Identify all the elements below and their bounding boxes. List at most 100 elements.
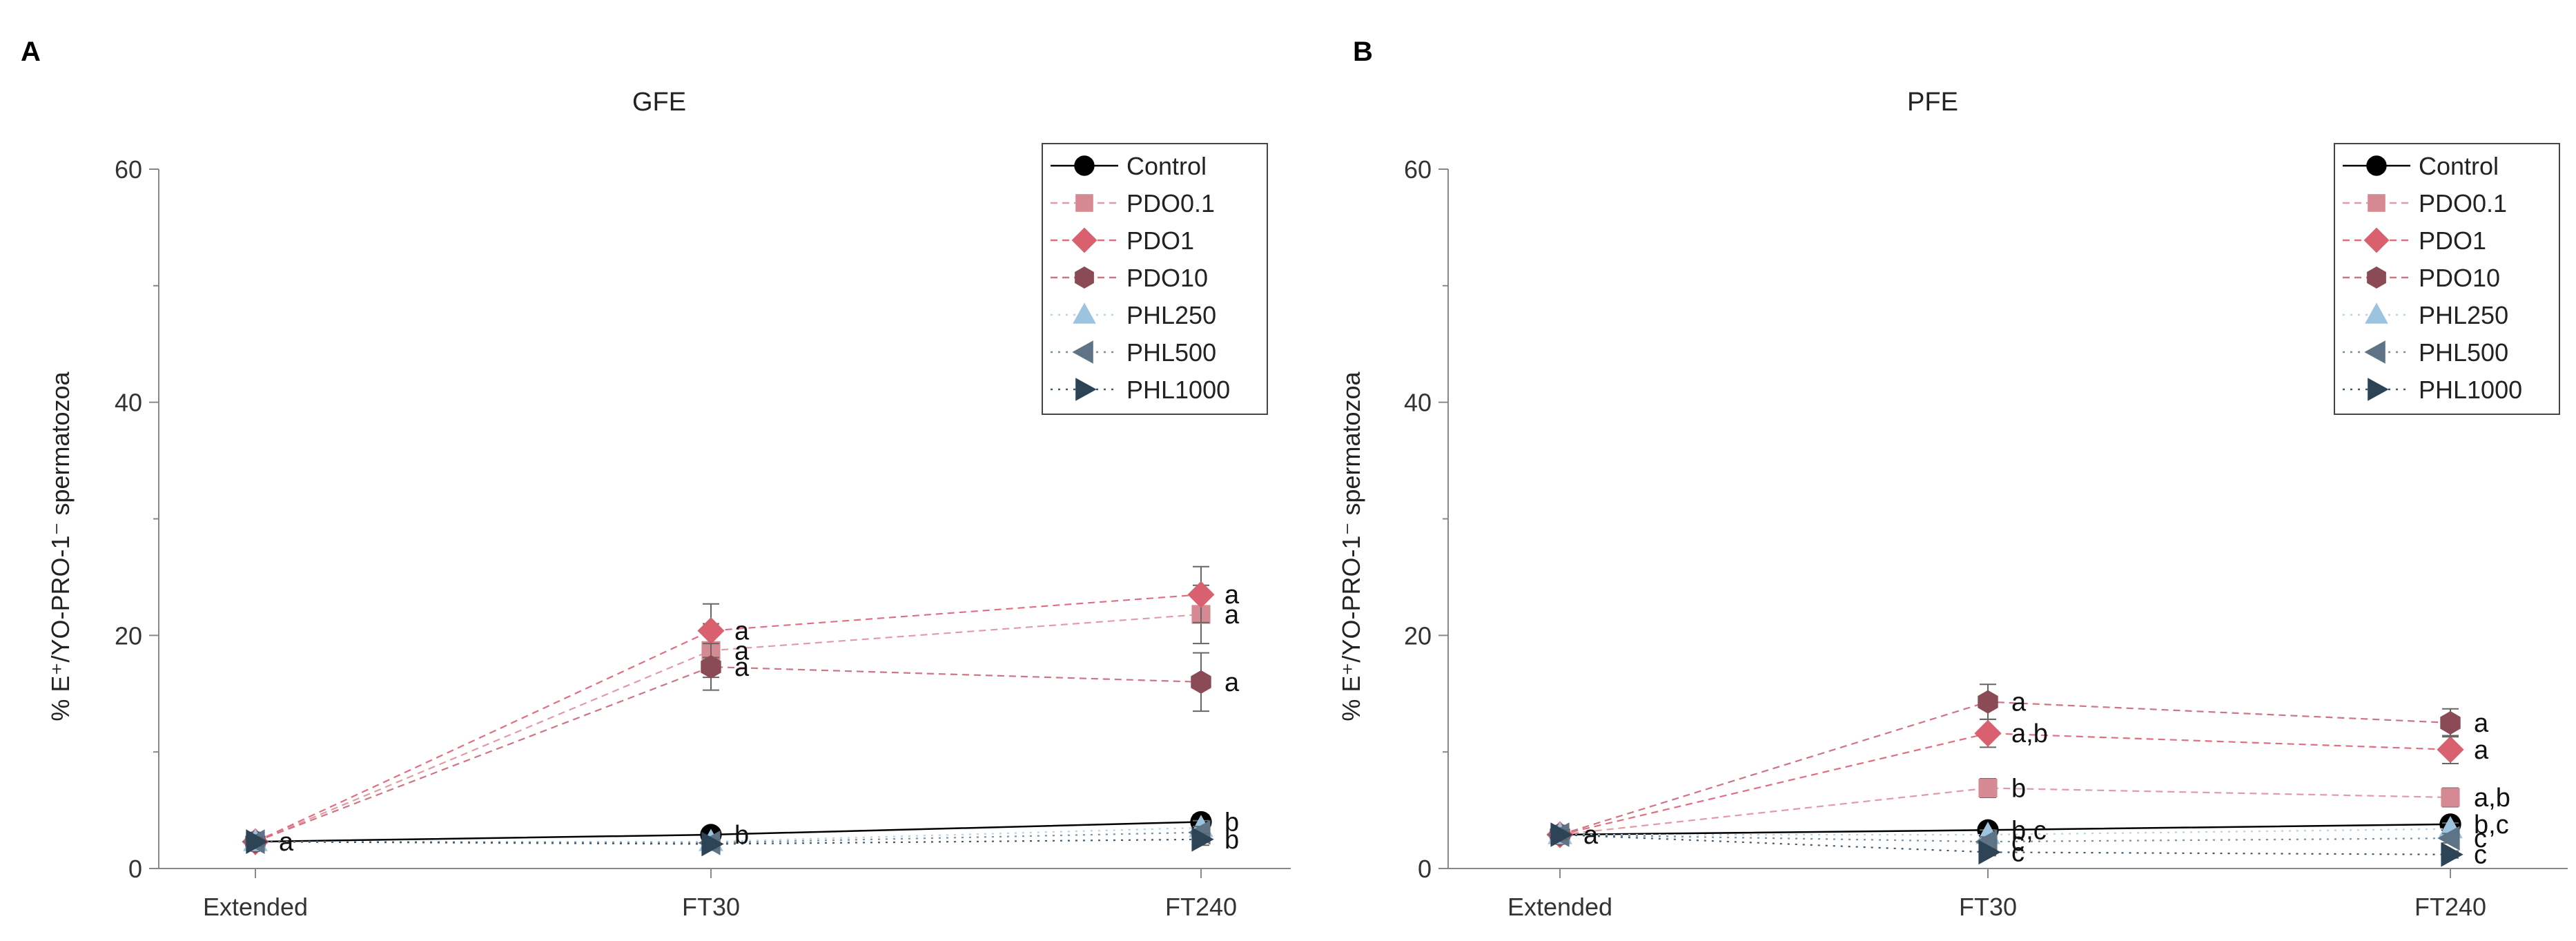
legend-label-phl250: PHL250	[2419, 301, 2508, 329]
series-pdo10	[1550, 683, 2461, 846]
legend-label-pdo0-1: PDO0.1	[1126, 189, 1215, 217]
legend-marker-pdo10	[2367, 266, 2386, 289]
significance-label: c	[2474, 841, 2487, 870]
data-point-pdo1	[697, 617, 725, 645]
legend-marker-pdo1	[2363, 227, 2390, 253]
data-point-phl1000	[1978, 840, 2001, 865]
legend-label-pdo1: PDO1	[1126, 226, 1194, 255]
legend-marker-phl500	[2364, 340, 2385, 364]
x-tick-label-extended: Extended	[1507, 893, 1612, 921]
y-tick-label: 40	[115, 389, 142, 417]
significance-label: b	[1224, 808, 1239, 837]
data-point-pdo10	[1191, 670, 1211, 694]
y-tick-label: 60	[1404, 155, 1432, 184]
legend-label-phl500: PHL500	[1126, 338, 1216, 367]
series-pdo10	[245, 643, 1211, 854]
series-phl1000	[1550, 822, 2463, 867]
legend-label-pdo10: PDO10	[2419, 264, 2500, 292]
series-line-pdo10	[255, 666, 1202, 843]
legend-label-control: Control	[2419, 152, 2499, 180]
y-tick-label: 20	[1404, 621, 1432, 650]
legend-label-phl1000: PHL1000	[2419, 376, 2522, 404]
legend: Control PDO0.1 PDO1 PDO10 PHL250 PHL500 PHL100…	[1042, 143, 1268, 415]
significance-label: a,b	[2474, 784, 2510, 813]
legend-marker-phl1000	[2368, 378, 2389, 401]
panel-label: B	[1353, 37, 1373, 67]
data-point-phl1000	[701, 831, 724, 857]
legend-label-control: Control	[1126, 152, 1207, 180]
series-control	[244, 811, 1212, 853]
legend-marker-pdo0-1	[2368, 194, 2385, 212]
y-axis-title: % E⁺/YO-PRO-1⁻ spermatozoa	[46, 371, 75, 721]
data-point-pdo0-1	[2441, 788, 2460, 807]
series-pdo0-1	[1550, 777, 2460, 844]
significance-label: b	[2011, 775, 2026, 804]
data-point-pdo0-1	[1978, 778, 1998, 798]
significance-label: a	[1583, 821, 1599, 850]
series-phl500	[1547, 822, 2460, 854]
series-line-phl1000	[1559, 833, 2451, 855]
legend-label-phl1000: PHL1000	[1126, 376, 1230, 404]
series-pdo1	[1546, 718, 2464, 848]
x-tick-label-ft240: FT240	[1165, 893, 1237, 921]
legend-marker-phl250	[2365, 302, 2388, 324]
legend-label-pdo10: PDO10	[1126, 264, 1208, 292]
significance-label: a	[1224, 601, 1240, 630]
data-point-pdo1	[1974, 719, 2002, 747]
series-control	[1549, 813, 2461, 846]
legend-marker-phl250	[1073, 302, 1096, 324]
data-point-pdo10	[1978, 690, 1998, 714]
significance-label: a	[734, 637, 750, 666]
series-line-phl500	[1559, 833, 2451, 843]
series-line-pdo1	[255, 594, 1202, 843]
legend: Control PDO0.1 PDO1 PDO10 PHL250 PHL500 PHL100…	[2334, 143, 2560, 415]
y-tick-label: 0	[128, 855, 142, 883]
legend-marker-pdo1	[1071, 227, 1097, 253]
significance-label: a	[1224, 581, 1240, 610]
significance-label: c	[2011, 838, 2024, 867]
legend-marker-pdo0-1	[1075, 194, 1093, 212]
data-point-pdo10	[701, 654, 721, 679]
y-tick-label: 0	[1418, 855, 1432, 883]
legend-label-phl500: PHL500	[2419, 338, 2508, 367]
data-point-phl1000	[246, 829, 269, 854]
series-line-pdo0-1	[255, 613, 1202, 843]
significance-label: a	[279, 828, 294, 857]
significance-label: b,c	[2011, 816, 2047, 845]
legend-label-pdo1: PDO1	[2419, 226, 2486, 255]
series-line-control	[255, 821, 1202, 843]
series-phl250	[243, 815, 1213, 851]
legend-marker-phl1000	[1075, 378, 1097, 401]
chart-title: PFE	[1907, 88, 1958, 117]
data-point-phl1000	[1191, 826, 1214, 852]
series-pdo0-1	[246, 584, 1211, 851]
data-point-phl500	[2437, 826, 2460, 851]
data-point-pdo1	[1187, 581, 1215, 608]
chart-title: GFE	[632, 88, 686, 117]
legend-label-phl250: PHL250	[1126, 301, 1216, 329]
data-point-pdo10	[2440, 711, 2461, 735]
x-tick-label-ft240: FT240	[2414, 893, 2486, 921]
significance-label: c	[2011, 828, 2024, 857]
series-line-pdo10	[1559, 701, 2451, 836]
panel-b: B PFE 0 20 40 60 Extended FT30 FT240 % E⁺/YO-PRO-…	[1337, 37, 2568, 921]
significance-label: b	[1224, 826, 1239, 855]
y-tick-label: 20	[115, 621, 142, 650]
data-point-pdo1	[2437, 736, 2464, 764]
significance-label: a,b	[2011, 719, 2048, 748]
significance-label: a	[2474, 736, 2489, 765]
significance-label: b,c	[2474, 811, 2509, 840]
legend-marker-phl500	[1072, 340, 1093, 364]
significance-label: a	[1224, 668, 1240, 697]
significance-label: b	[734, 821, 749, 850]
panel-a: A GFE 0 20 40 60 Extended FT30 FT240 % E⁺/YO-PRO-…	[21, 37, 1291, 921]
legend-marker-pdo10	[1075, 266, 1094, 289]
significance-label: c	[2474, 824, 2487, 853]
legend-label-pdo0-1: PDO0.1	[2419, 189, 2507, 217]
series-phl1000	[246, 826, 1214, 857]
x-tick-label-ft30: FT30	[1959, 893, 2017, 921]
data-point-phl1000	[2441, 842, 2463, 867]
legend-marker-control	[1074, 155, 1095, 176]
